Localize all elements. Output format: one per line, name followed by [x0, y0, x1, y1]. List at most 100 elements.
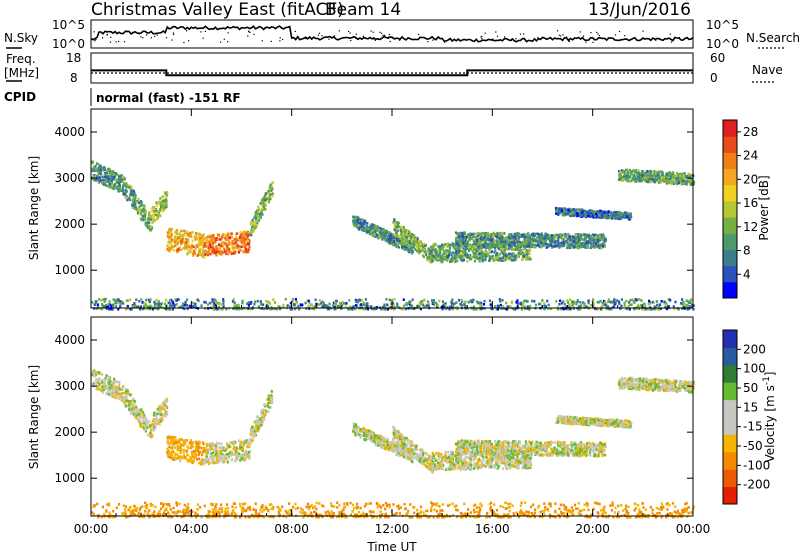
heatmap-cell: [559, 299, 562, 303]
heatmap-cell: [502, 237, 505, 241]
heatmap-cell: [273, 301, 277, 304]
heatmap-cell: [557, 239, 560, 242]
heatmap-cell: [177, 298, 180, 301]
heatmap-cell: [249, 302, 252, 305]
noise-dot: [568, 40, 570, 43]
heatmap-cell: [654, 172, 658, 176]
heatmap-cell: [242, 250, 245, 254]
heatmap-cell: [245, 233, 248, 236]
heatmap-cell: [501, 232, 504, 236]
noise-dot: [350, 39, 352, 42]
heatmap-cell: [212, 249, 216, 253]
heatmap-cell: [202, 239, 205, 243]
heatmap-cell: [125, 185, 128, 189]
date-label: 13/Jun/2016: [588, 0, 691, 20]
heatmap-cell: [352, 220, 355, 223]
heatmap-cell: [374, 234, 377, 237]
heatmap-cell: [484, 258, 487, 262]
heatmap-cell: [499, 299, 502, 303]
heatmap-cell: [593, 214, 596, 218]
heatmap-cell: [585, 241, 588, 245]
heatmap-cell: [659, 307, 662, 310]
heatmap-cell: [354, 216, 357, 219]
heatmap-cell: [490, 243, 493, 246]
heatmap-cell: [498, 252, 501, 256]
heatmap-cell: [175, 228, 179, 232]
noise-dot: [261, 40, 263, 42]
heatmap-cell: [395, 240, 399, 244]
heatmap-cell: [431, 299, 434, 302]
heatmap-cell: [663, 300, 666, 304]
heatmap-cell: [348, 299, 351, 302]
noise-dot: [382, 34, 384, 36]
heatmap-cell: [157, 304, 160, 308]
noise-dot: [678, 37, 681, 39]
heatmap-cell: [333, 308, 336, 311]
heatmap-cell: [483, 236, 486, 239]
heatmap-cell: [478, 252, 481, 256]
heatmap-cell: [154, 219, 157, 222]
heatmap-cell: [118, 177, 121, 180]
heatmap-cell: [293, 303, 296, 306]
heatmap-cell: [432, 243, 435, 246]
heatmap-cell: [108, 179, 111, 183]
heatmap-cell: [234, 235, 238, 238]
heatmap-cell: [613, 303, 616, 307]
heatmap-cell: [371, 234, 374, 237]
heatmap-cell: [419, 300, 423, 303]
heatmap-cell: [212, 247, 215, 250]
heatmap-cell: [385, 237, 388, 241]
heatmap-cell: [128, 198, 132, 202]
heatmap-cell: [521, 306, 524, 309]
heatmap-cell: [528, 256, 531, 259]
heatmap-cell: [685, 304, 688, 307]
heatmap-cell: [462, 241, 465, 245]
heatmap-cell: [362, 303, 365, 307]
heatmap-cell: [491, 254, 494, 258]
heatmap-cell: [448, 258, 452, 262]
heatmap-cell: [456, 235, 459, 239]
heatmap-cell: [471, 250, 474, 253]
heatmap-cell: [141, 307, 144, 311]
heatmap-cell: [117, 301, 120, 305]
heatmap-cell: [160, 205, 163, 209]
heatmap-cell: [673, 307, 676, 310]
colorbar-tick-label: 12: [743, 220, 758, 234]
heatmap-cell: [596, 236, 599, 239]
heatmap-cell: [113, 377, 116, 381]
heatmap-cell: [597, 240, 600, 244]
freq-tick-bottom: 8: [70, 71, 78, 85]
heatmap-cell: [464, 253, 467, 257]
heatmap-cell: [475, 246, 478, 249]
heatmap-cell: [179, 235, 182, 238]
heatmap-cell: [505, 237, 508, 240]
heatmap-cell: [496, 237, 499, 241]
heatmap-cell: [473, 245, 476, 248]
heatmap-cell: [182, 239, 185, 243]
heatmap-cell: [646, 170, 649, 173]
heatmap-cell: [184, 243, 188, 247]
heatmap-cell: [203, 238, 206, 241]
heatmap-cell: [649, 301, 652, 304]
heatmap-cell: [139, 308, 142, 311]
heatmap-cell: [148, 211, 151, 214]
heatmap-cell: [458, 249, 461, 253]
heatmap-cell: [569, 246, 572, 249]
heatmap-cell: [572, 300, 575, 303]
heatmap-cell: [461, 250, 464, 253]
heatmap-cell: [607, 216, 610, 219]
heatmap-cell: [528, 240, 531, 244]
heatmap-cell: [442, 305, 445, 309]
heatmap-cell: [487, 238, 490, 242]
heatmap-cell: [222, 298, 225, 301]
heatmap-cell: [634, 169, 638, 172]
heatmap-cell: [102, 168, 105, 172]
heatmap-cell: [617, 300, 620, 303]
heatmap-cell: [654, 170, 658, 174]
heatmap-cell: [178, 232, 181, 236]
heatmap-cell: [162, 204, 165, 208]
heatmap-cell: [147, 298, 150, 302]
noise-dot: [444, 41, 446, 43]
heatmap-cell: [372, 228, 375, 232]
